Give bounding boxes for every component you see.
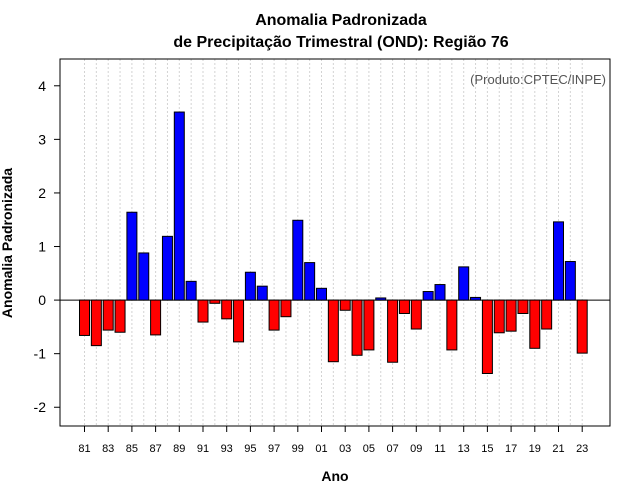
bar-88 xyxy=(161,235,173,301)
x-tick-label: 13 xyxy=(458,443,470,455)
bar-09 xyxy=(410,299,422,330)
bar-84 xyxy=(114,299,126,333)
bar-20 xyxy=(541,299,553,330)
bar-03 xyxy=(339,299,351,311)
bar-98 xyxy=(280,299,292,318)
y-tick-label: -2 xyxy=(34,399,47,415)
bar-15 xyxy=(481,299,493,374)
bar-22 xyxy=(564,261,576,301)
bar-85 xyxy=(126,211,138,301)
bar-90 xyxy=(185,280,197,301)
x-tick-label: 81 xyxy=(78,443,90,455)
x-tick-label: 91 xyxy=(197,443,209,455)
chart-subtitle: de Precipitação Trimestral (OND): Região… xyxy=(173,34,508,51)
bar-83 xyxy=(102,299,114,331)
bar-97 xyxy=(268,299,280,331)
y-axis: -2 -1 0 1 2 3 4 xyxy=(34,78,60,415)
bar-95 xyxy=(244,271,256,301)
x-tick-label: 17 xyxy=(505,443,517,455)
bar-87 xyxy=(150,299,162,336)
bar-19 xyxy=(529,299,541,349)
x-tick-label: 09 xyxy=(410,443,422,455)
bar-23 xyxy=(576,299,588,354)
bar-89 xyxy=(173,111,185,301)
bar-11 xyxy=(434,284,446,301)
bar-10 xyxy=(422,291,434,301)
x-tick-label: 95 xyxy=(244,443,256,455)
bar-14 xyxy=(470,296,482,301)
x-tick-label: 11 xyxy=(434,443,445,455)
plot-annotation: (Produto:CPTEC/INPE) xyxy=(470,72,606,87)
bar-04 xyxy=(351,299,363,356)
bar-12 xyxy=(446,299,458,351)
x-tick-label: 99 xyxy=(292,443,304,455)
bar-91 xyxy=(197,299,209,323)
plot-frame xyxy=(59,58,611,427)
y-tick-label: -1 xyxy=(34,346,47,362)
x-tick-label: 93 xyxy=(221,443,233,455)
bar-93 xyxy=(221,299,233,320)
bar-21 xyxy=(553,221,564,301)
x-tick-label: 07 xyxy=(386,443,398,455)
bar-81 xyxy=(79,299,90,336)
bars-layer xyxy=(79,111,588,374)
x-tick-label: 97 xyxy=(268,443,280,455)
bar-01 xyxy=(316,287,327,301)
bar-08 xyxy=(398,299,410,314)
y-tick-label: 3 xyxy=(38,131,46,147)
bar-13 xyxy=(458,266,470,301)
bar-82 xyxy=(90,299,102,347)
x-tick-label: 19 xyxy=(529,443,541,455)
x-axis: 81 83 85 87 89 91 93 95 97 99 01 03 05 07 09 11 13 15 17 19… xyxy=(78,426,588,455)
bar-05 xyxy=(363,299,375,351)
y-tick-label: 2 xyxy=(38,185,46,201)
y-axis-label: Anomalia Padronizada xyxy=(0,168,15,318)
bar-06 xyxy=(375,297,387,301)
bar-07 xyxy=(387,299,399,363)
bar-18 xyxy=(517,299,529,314)
bar-86 xyxy=(138,252,150,301)
x-axis-label: Ano xyxy=(321,468,348,484)
y-tick-label: 4 xyxy=(38,78,46,94)
x-tick-label: 01 xyxy=(315,443,327,455)
x-tick-label: 83 xyxy=(102,443,114,455)
x-tick-label: 03 xyxy=(339,443,351,455)
bar-92 xyxy=(209,299,221,304)
x-tick-label: 15 xyxy=(481,443,493,455)
grid-layer xyxy=(84,59,583,426)
x-tick-label: 23 xyxy=(576,443,588,455)
x-tick-label: 85 xyxy=(126,443,138,455)
x-tick-label: 89 xyxy=(173,443,185,455)
bar-94 xyxy=(233,299,245,343)
x-tick-label: 05 xyxy=(363,443,375,455)
x-tick-label: 21 xyxy=(552,443,564,455)
bar-17 xyxy=(505,299,517,332)
bar-96 xyxy=(256,285,268,301)
y-tick-label: 0 xyxy=(38,292,46,308)
chart-title: Anomalia Padronizada xyxy=(255,12,427,29)
bar-16 xyxy=(493,299,505,334)
bar-99 xyxy=(292,219,304,301)
bar-02 xyxy=(327,299,339,363)
y-tick-label: 1 xyxy=(38,239,46,255)
x-tick-label: 87 xyxy=(149,443,161,455)
bar-00 xyxy=(304,262,316,301)
